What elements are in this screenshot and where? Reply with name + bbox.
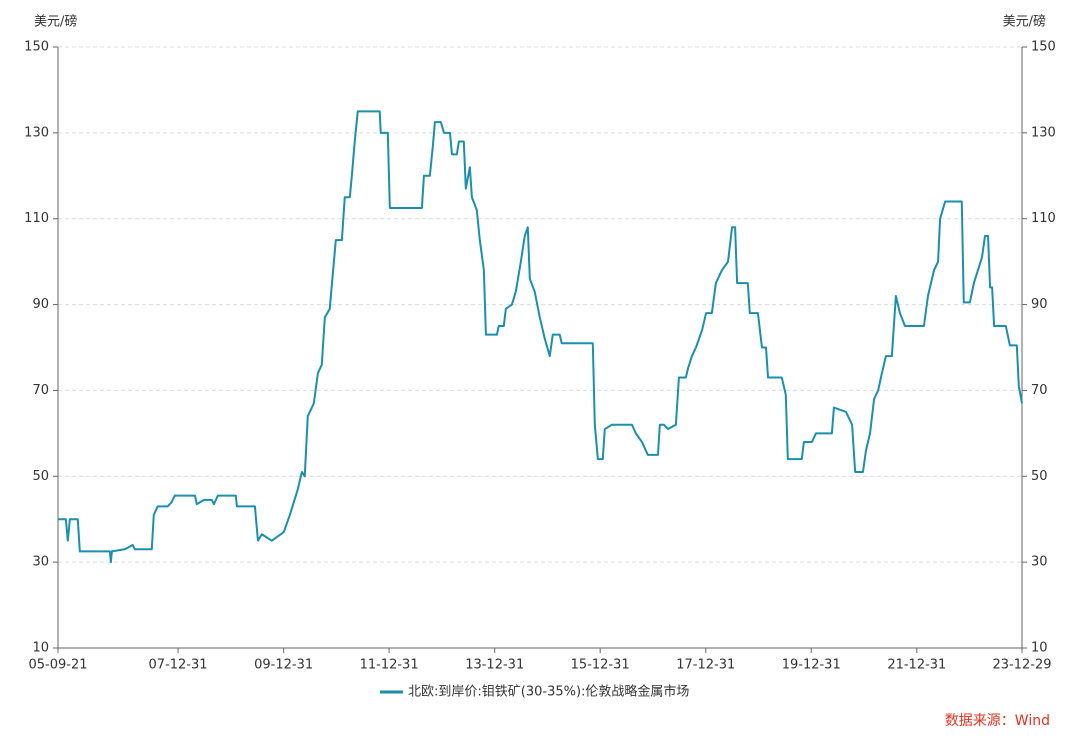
x-tick-label: 19-12-31 [782,658,841,673]
y2-axis-label: 美元/磅 [1003,14,1046,30]
y-tick-label: 110 [24,211,49,226]
y2-tick-label: 50 [1031,469,1048,484]
x-tick-label: 11-12-31 [360,658,419,673]
y2-tick-label: 110 [1031,211,1056,226]
y-axis-label: 美元/磅 [34,14,77,30]
y2-tick-label: 90 [1031,297,1048,312]
y2-tick-label: 130 [1031,125,1056,140]
data-line [58,110,1023,564]
y2-tick-label: 30 [1031,555,1048,570]
x-tick-label: 15-12-31 [571,658,630,673]
x-tick-label: 17-12-31 [676,658,735,673]
y-tick-label: 30 [32,555,49,570]
x-tick-label: 09-12-31 [254,658,313,673]
x-tick-label: 21-12-31 [887,658,946,673]
y-tick-label: 10 [32,641,49,656]
x-tick-label: 23-12-29 [992,658,1051,673]
x-tick-label: 07-12-31 [149,658,208,673]
y-tick-label: 150 [24,40,49,55]
y-tick-label: 50 [32,469,49,484]
y-tick-label: 130 [24,125,49,140]
x-tick-label: 13-12-31 [465,658,524,673]
y-tick-label: 70 [32,383,49,398]
x-tick-label: 05-09-21 [28,658,87,673]
y2-tick-label: 150 [1031,40,1056,55]
source-note: 数据来源：Wind [945,713,1050,729]
y2-tick-label: 70 [1031,383,1048,398]
y2-tick-label: 10 [1031,641,1048,656]
y-tick-label: 90 [32,297,49,312]
legend-label: 北欧:到岸价:钼铁矿(30-35%):伦敦战略金属市场 [408,684,689,700]
